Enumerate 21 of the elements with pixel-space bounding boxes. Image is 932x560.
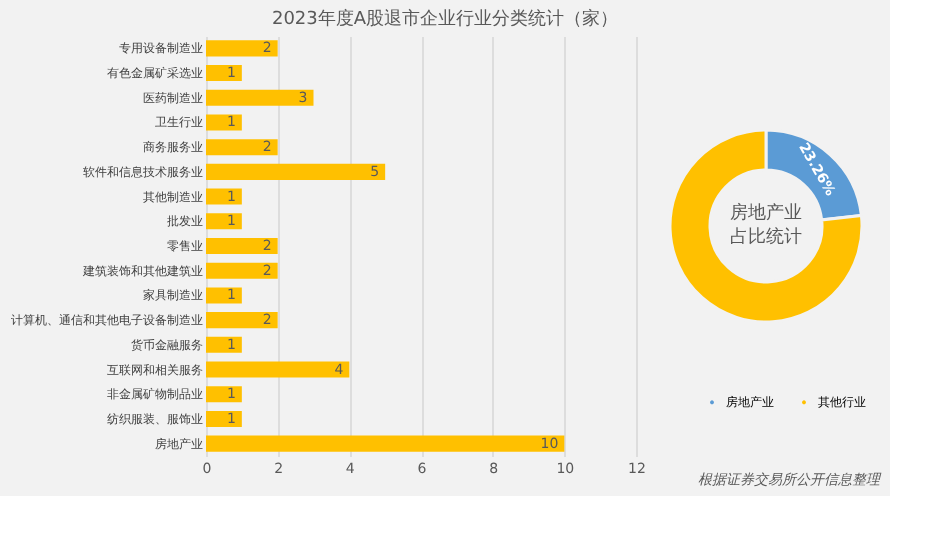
bar (206, 188, 242, 205)
bar (206, 114, 242, 131)
text: 占比统计 (730, 226, 802, 248)
bar (206, 213, 242, 230)
bar (206, 163, 386, 180)
bar (206, 65, 242, 82)
bar (206, 40, 278, 57)
bar (206, 435, 565, 452)
chart-title: 2023年度A股退市企业行业分类统计（家） (271, 8, 619, 30)
bar (206, 262, 278, 279)
bar (206, 237, 278, 255)
bar (206, 410, 242, 427)
donut-slice (668, 128, 864, 324)
bar (206, 361, 350, 378)
bar (206, 89, 314, 106)
bar (206, 312, 278, 329)
text: 房地产业 (730, 202, 802, 224)
bar (206, 287, 242, 304)
bar (206, 139, 278, 156)
bar (206, 386, 242, 403)
bar (206, 336, 242, 353)
